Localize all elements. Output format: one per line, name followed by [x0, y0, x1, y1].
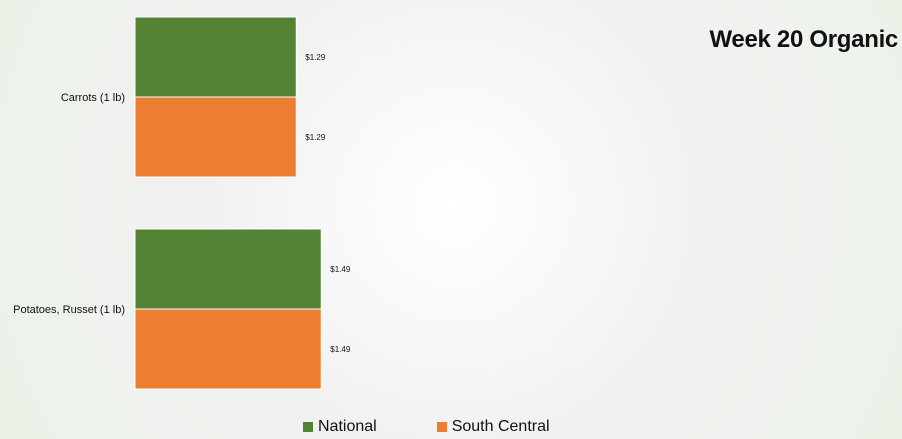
legend: National South Central: [303, 418, 550, 436]
bar-national: [134, 16, 297, 98]
bar-south-central: [134, 96, 297, 178]
data-label: $1.49: [330, 265, 351, 274]
legend-label-national: National: [318, 418, 377, 435]
legend-item-south-central: South Central: [436, 418, 550, 436]
legend-item-national: National: [303, 418, 377, 436]
chart-title: Week 20 Organic: [709, 26, 899, 53]
category-label: Carrots (1 lb): [61, 92, 125, 104]
bar-south-central: [134, 308, 322, 390]
legend-label-south-central: South Central: [451, 418, 550, 435]
data-label: $1.29: [305, 133, 326, 142]
legend-swatch-national: [303, 422, 313, 432]
bar-national: [134, 228, 322, 310]
data-label: $1.49: [330, 345, 351, 354]
data-label: $1.29: [305, 53, 326, 62]
category-label: Potatoes, Russet (1 lb): [13, 304, 125, 316]
legend-swatch-south-central: [436, 422, 447, 432]
